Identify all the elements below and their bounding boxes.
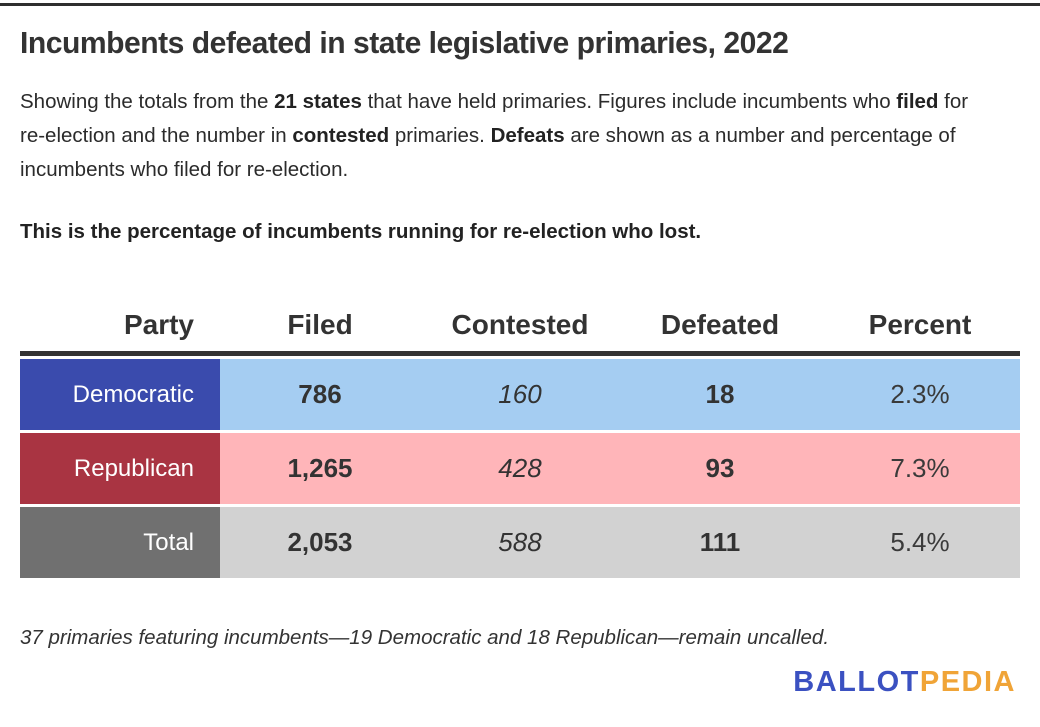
democratic-filed-value: 786 bbox=[298, 379, 342, 410]
logo-pedia-text: PEDIA bbox=[919, 666, 1016, 699]
democratic-percent-value: 2.3% bbox=[890, 379, 950, 410]
republican-filed-value: 1,265 bbox=[287, 453, 353, 484]
results-table: Party Filed Contested Defeated Percent D… bbox=[20, 299, 1020, 579]
table-row-republican: Republican 1,265 428 93 7.3% bbox=[20, 433, 1020, 505]
intro-bold-contested: contested bbox=[292, 124, 390, 148]
column-header-percent: Percent bbox=[868, 309, 972, 341]
column-header-filed: Filed bbox=[287, 309, 353, 341]
column-header-defeated: Defeated bbox=[660, 309, 780, 341]
total-percent-value: 5.4% bbox=[890, 527, 950, 558]
democratic-defeated-value: 18 bbox=[705, 379, 735, 410]
republican-contested-value: 428 bbox=[498, 453, 542, 484]
intro-text: are shown as a number and percentage of … bbox=[20, 124, 956, 182]
column-header-party: Party bbox=[123, 309, 194, 341]
party-label-democratic: Democratic bbox=[20, 359, 220, 431]
intro-text: for re-election and the number in bbox=[20, 90, 969, 148]
republican-defeated-value: 93 bbox=[705, 453, 735, 484]
page-title: Incumbents defeated in state legislative… bbox=[20, 25, 789, 60]
intro-paragraph: Showing the totals from the 21 states th… bbox=[20, 85, 992, 187]
party-label-total: Total bbox=[20, 507, 220, 579]
ballotpedia-logo: BALLOTPEDIA bbox=[0, 666, 1016, 699]
intro-bold-filed: filed bbox=[896, 90, 939, 114]
intro-bold-defeats: Defeats bbox=[490, 124, 565, 148]
total-contested-value: 588 bbox=[498, 527, 542, 558]
total-defeated-value: 111 bbox=[699, 527, 741, 558]
intro-text: that have held primaries. Figures includ… bbox=[361, 90, 897, 114]
democratic-contested-value: 160 bbox=[498, 379, 542, 410]
uncalled-primaries-footnote: 37 primaries featuring incumbents—19 Dem… bbox=[20, 626, 830, 650]
top-divider bbox=[0, 3, 1040, 6]
table-header-row: Party Filed Contested Defeated Percent bbox=[20, 299, 1020, 357]
lede-sentence: This is the percentage of incumbents run… bbox=[20, 220, 702, 244]
intro-bold-21-states: 21 states bbox=[274, 90, 362, 114]
intro-text: Showing the totals from the bbox=[20, 90, 275, 114]
total-filed-value: 2,053 bbox=[287, 527, 353, 558]
intro-text: primaries. bbox=[389, 124, 491, 148]
table-row-total: Total 2,053 588 111 5.4% bbox=[20, 507, 1020, 579]
logo-ballot-text: BALLOT bbox=[793, 666, 920, 699]
party-label-republican: Republican bbox=[20, 433, 220, 505]
column-header-contested: Contested bbox=[451, 309, 589, 341]
table-row-democratic: Democratic 786 160 18 2.3% bbox=[20, 359, 1020, 431]
republican-percent-value: 7.3% bbox=[890, 453, 950, 484]
